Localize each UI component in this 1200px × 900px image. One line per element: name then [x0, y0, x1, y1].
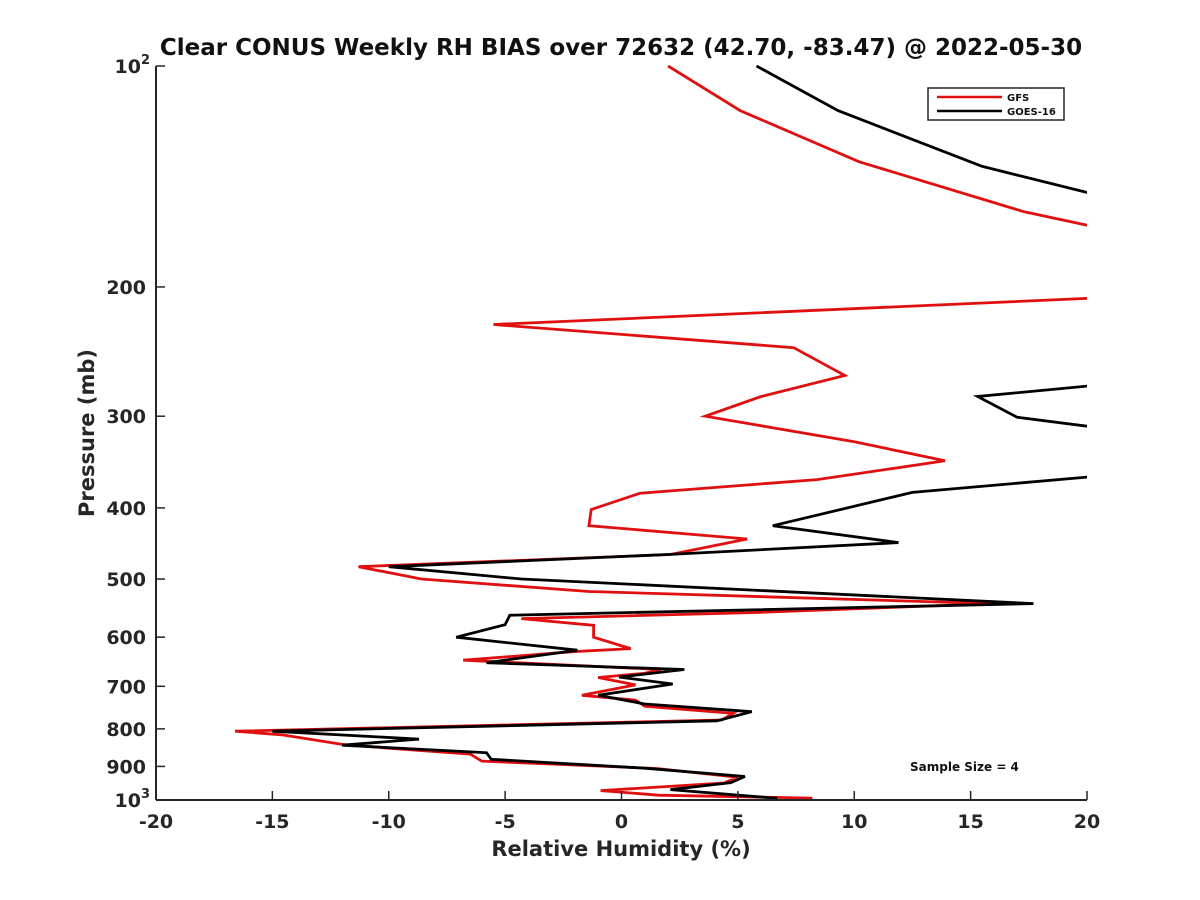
series-line-goes-16 [272, 65, 1087, 800]
x-tick-label: -5 [495, 811, 516, 833]
plot-area [156, 66, 1087, 800]
y-tick-label: 400 [106, 498, 146, 520]
x-tick-label: 0 [615, 811, 628, 833]
y-tick-label: 600 [106, 627, 146, 649]
x-tick-label: 10 [841, 811, 867, 833]
x-tick-label: -10 [372, 811, 406, 833]
legend-box [927, 87, 1065, 121]
x-axis-ticks: -20 -15 -10 -5 0 5 10 15 20 [139, 791, 1100, 833]
legend-label-gfs: GFS [1007, 93, 1029, 104]
x-tick-label: 20 [1074, 811, 1100, 833]
legend: GFS GOES-16 [927, 87, 1065, 121]
y-tick-label: 103 [115, 787, 151, 812]
legend-label-goes-16: GOES-16 [1007, 107, 1056, 118]
x-tick-label: 5 [731, 811, 744, 833]
y-tick-label: 800 [106, 719, 146, 741]
y-tick-label: 200 [106, 277, 146, 299]
y-axis-ticks: 102 200 300 400 500 600 700 800 900 103 [106, 53, 165, 812]
y-tick-label: 900 [106, 756, 146, 778]
chart-title: Clear CONUS Weekly RH BIAS over 72632 (4… [160, 35, 1082, 61]
x-axis-label: Relative Humidity (%) [491, 837, 750, 861]
x-tick-label: 15 [957, 811, 983, 833]
y-tick-label: 300 [106, 406, 146, 428]
x-tick-label: -15 [255, 811, 289, 833]
y-tick-label: 700 [106, 676, 146, 698]
series-layer [234, 65, 1087, 800]
sample-size-annotation: Sample Size = 4 [910, 760, 1019, 774]
y-tick-label: 500 [106, 569, 146, 591]
x-tick-label: -20 [139, 811, 173, 833]
y-tick-label: 102 [115, 53, 151, 78]
y-axis-label: Pressure (mb) [75, 349, 99, 517]
